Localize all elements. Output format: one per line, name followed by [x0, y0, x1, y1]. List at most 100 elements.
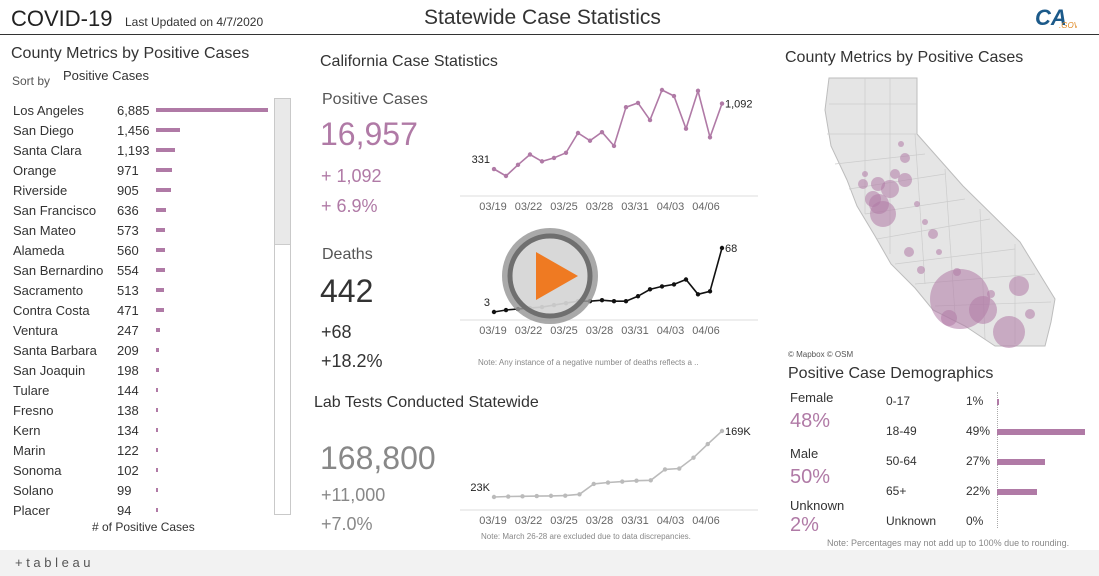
data-point[interactable] — [719, 428, 725, 434]
county-bar[interactable] — [156, 448, 158, 452]
scrollbar-thumb[interactable] — [275, 99, 290, 245]
data-point[interactable] — [551, 155, 557, 161]
data-point[interactable] — [563, 150, 569, 155]
map-attribution[interactable]: © Mapbox © OSM — [788, 350, 854, 359]
series-line[interactable] — [493, 430, 723, 498]
county-bar[interactable] — [156, 128, 180, 132]
data-point[interactable] — [577, 492, 582, 497]
county-bar[interactable] — [156, 508, 158, 512]
data-point[interactable] — [575, 130, 581, 136]
data-point[interactable] — [611, 298, 617, 304]
data-point[interactable] — [671, 282, 677, 287]
data-point[interactable] — [623, 298, 629, 304]
data-point[interactable] — [599, 297, 605, 303]
county-row[interactable]: Santa Barbara 209 — [0, 340, 280, 360]
county-bar[interactable] — [156, 208, 167, 212]
county-bar[interactable] — [156, 408, 159, 412]
county-bar[interactable] — [156, 188, 171, 192]
data-point[interactable] — [491, 494, 497, 500]
county-bar[interactable] — [156, 348, 160, 352]
age-row[interactable]: 18-49 49% — [886, 422, 1096, 442]
age-row[interactable]: 65+ 22% — [886, 482, 1096, 502]
data-point[interactable] — [611, 143, 617, 149]
california-county-map[interactable] — [815, 74, 1065, 356]
data-point[interactable] — [647, 287, 653, 292]
data-point[interactable] — [599, 129, 605, 135]
county-row[interactable]: Kern 134 — [0, 420, 280, 440]
data-point[interactable] — [503, 307, 509, 313]
data-point[interactable] — [683, 126, 689, 131]
data-point[interactable] — [659, 284, 665, 289]
data-point[interactable] — [691, 455, 696, 460]
data-point[interactable] — [527, 152, 533, 157]
data-point[interactable] — [671, 93, 677, 99]
county-bar[interactable] — [156, 268, 165, 272]
data-point[interactable] — [647, 117, 653, 123]
positive-cases-chart[interactable]: 331 1,092 03/19 03/22 03/25 03/28 03/31 04/03 04… — [460, 80, 760, 220]
county-bar[interactable] — [156, 428, 159, 432]
data-point[interactable] — [491, 309, 497, 315]
data-point[interactable] — [563, 493, 568, 498]
data-point[interactable] — [635, 294, 641, 299]
video-play-button[interactable] — [499, 225, 601, 327]
data-point[interactable] — [648, 478, 653, 483]
data-point[interactable] — [662, 467, 668, 472]
county-row[interactable]: San Diego 1,456 — [0, 120, 280, 140]
age-group-bar[interactable] — [997, 429, 1085, 435]
county-row[interactable]: Placer 94 — [0, 500, 280, 520]
data-point[interactable] — [707, 135, 713, 140]
data-point[interactable] — [503, 173, 509, 179]
county-bar[interactable] — [156, 368, 160, 372]
sort-dropdown[interactable]: Positive Cases — [63, 68, 149, 83]
county-row[interactable]: Fresno 138 — [0, 400, 280, 420]
county-row[interactable]: Santa Clara 1,193 — [0, 140, 280, 160]
county-row[interactable]: San Francisco 636 — [0, 200, 280, 220]
county-bar[interactable] — [156, 228, 166, 232]
data-point[interactable] — [634, 478, 639, 483]
county-bar[interactable] — [156, 248, 166, 252]
county-row[interactable]: Los Angeles 6,885 — [0, 100, 280, 120]
age-row[interactable]: 0-17 1% — [886, 392, 1096, 412]
tableau-logo[interactable]: + t a b l e a u — [15, 555, 91, 570]
data-point[interactable] — [591, 481, 596, 487]
data-point[interactable] — [677, 466, 682, 471]
county-row[interactable]: Tulare 144 — [0, 380, 280, 400]
county-list-scrollbar[interactable] — [274, 98, 291, 515]
data-point[interactable] — [620, 479, 625, 484]
county-bar[interactable] — [156, 328, 161, 332]
data-point[interactable] — [719, 245, 725, 251]
county-row[interactable]: San Mateo 573 — [0, 220, 280, 240]
county-bar[interactable] — [156, 168, 172, 172]
age-group-bar[interactable] — [997, 399, 999, 405]
data-point[interactable] — [719, 101, 725, 106]
age-row[interactable]: 50-64 27% — [886, 452, 1096, 472]
data-point[interactable] — [539, 159, 545, 164]
county-row[interactable]: Riverside 905 — [0, 180, 280, 200]
county-row[interactable]: Alameda 560 — [0, 240, 280, 260]
data-point[interactable] — [683, 277, 689, 282]
county-row[interactable]: Orange 971 — [0, 160, 280, 180]
data-point[interactable] — [534, 493, 539, 499]
ca-gov-logo[interactable]: CA .GOV — [1033, 4, 1080, 32]
data-point[interactable] — [548, 493, 554, 499]
data-point[interactable] — [659, 87, 665, 93]
county-bar[interactable] — [156, 148, 176, 152]
county-row[interactable]: Contra Costa 471 — [0, 300, 280, 320]
county-row[interactable]: Ventura 247 — [0, 320, 280, 340]
county-bar[interactable] — [156, 288, 165, 292]
age-row[interactable]: Unknown 0% — [886, 512, 1096, 532]
data-point[interactable] — [705, 441, 710, 447]
county-bar[interactable] — [156, 488, 158, 492]
data-point[interactable] — [587, 138, 593, 143]
county-row[interactable]: San Joaquin 198 — [0, 360, 280, 380]
county-bar[interactable] — [156, 308, 164, 312]
county-row[interactable]: Sacramento 513 — [0, 280, 280, 300]
county-row[interactable]: San Bernardino 554 — [0, 260, 280, 280]
lab-tests-chart[interactable]: 23K 169K 03/19 03/22 03/25 03/28 03/31 04/03 04/… — [460, 415, 760, 533]
county-bar[interactable] — [156, 108, 268, 112]
series-line[interactable] — [493, 88, 723, 177]
data-point[interactable] — [695, 292, 701, 297]
data-point[interactable] — [605, 480, 611, 485]
county-row[interactable]: Sonoma 102 — [0, 460, 280, 480]
data-point[interactable] — [695, 88, 701, 94]
